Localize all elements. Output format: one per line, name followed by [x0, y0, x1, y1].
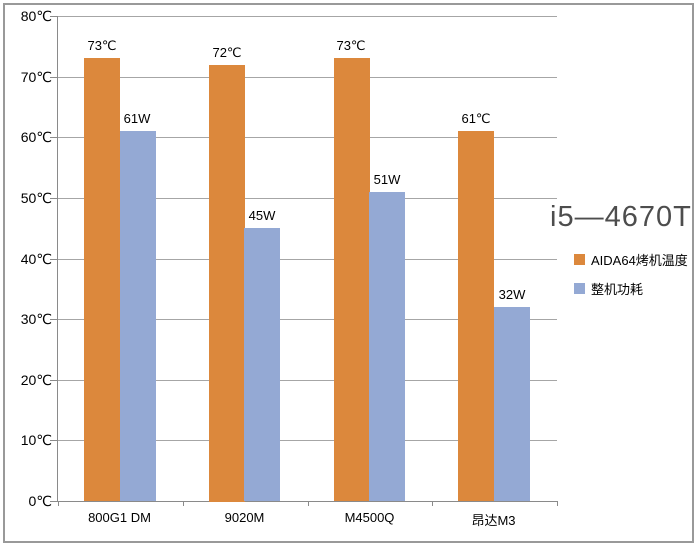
gridline-20 — [58, 380, 557, 381]
gridline-60 — [58, 137, 557, 138]
y-tick-70 — [50, 77, 58, 78]
legend-swatch-1 — [574, 283, 585, 294]
y-tick-label: 10℃ — [20, 432, 52, 448]
y-tick-label: 40℃ — [20, 251, 52, 267]
gridline-80 — [58, 16, 557, 17]
bar-series1-cat1 — [244, 228, 280, 501]
y-tick-label: 80℃ — [20, 8, 52, 24]
bar-value-label-series0-cat0: 73℃ — [87, 38, 117, 53]
bar-value-label-series1-cat2: 51W — [373, 172, 401, 187]
y-tick-label: 0℃ — [28, 493, 52, 509]
bar-series1-cat2 — [369, 192, 405, 501]
legend-item-1: 整机功耗 — [574, 279, 688, 298]
x-tick-1 — [183, 501, 184, 506]
bar-series0-cat2 — [334, 58, 370, 501]
y-tick-50 — [50, 198, 58, 199]
bar-series0-cat0 — [84, 58, 120, 501]
legend-swatch-0 — [574, 254, 585, 265]
bar-value-label-series0-cat3: 61℃ — [461, 111, 491, 126]
bar-series0-cat1 — [209, 65, 245, 502]
y-tick-40 — [50, 259, 58, 260]
gridline-50 — [58, 198, 557, 199]
y-tick-label: 20℃ — [20, 372, 52, 388]
x-tick-3 — [432, 501, 433, 506]
x-tick-0 — [58, 501, 59, 506]
y-tick-label: 70℃ — [20, 69, 52, 85]
category-label: M4500Q — [344, 510, 395, 525]
bar-series0-cat3 — [458, 131, 494, 501]
y-tick-label: 50℃ — [20, 190, 52, 206]
y-tick-20 — [50, 380, 58, 381]
bar-series1-cat3 — [494, 307, 530, 501]
legend-item-0: AIDA64烤机温度 — [574, 250, 688, 269]
plot-area: 73℃ 72℃ 73℃ 61℃ 61W 45W 51W 32W — [50, 16, 558, 506]
y-tick-label: 30℃ — [20, 311, 52, 327]
gridline-70 — [58, 77, 557, 78]
legend-label-1: 整机功耗 — [591, 282, 644, 297]
x-tick-2 — [308, 501, 309, 506]
gridline-40 — [58, 259, 557, 260]
bar-value-label-series1-cat3: 32W — [498, 287, 526, 302]
bar-value-label-series1-cat0: 61W — [123, 111, 151, 126]
category-label: 昂达M3 — [471, 513, 516, 528]
bar-value-label-series1-cat1: 45W — [248, 208, 276, 223]
y-tick-80 — [50, 16, 58, 17]
bar-series1-cat0 — [120, 131, 156, 501]
gridline-10 — [58, 440, 557, 441]
bar-value-label-series0-cat1: 72℃ — [212, 45, 242, 60]
category-label: 9020M — [224, 510, 265, 525]
bar-value-label-series0-cat2: 73℃ — [336, 38, 366, 53]
legend-label-0: AIDA64烤机温度 — [591, 253, 688, 268]
legend: AIDA64烤机温度 整机功耗 — [574, 250, 688, 308]
x-tick-4 — [557, 501, 558, 506]
y-tick-30 — [50, 319, 58, 320]
gridline-30 — [58, 319, 557, 320]
y-tick-60 — [50, 137, 58, 138]
y-tick-label: 60℃ — [20, 129, 52, 145]
chart-title: i5—4670T — [550, 201, 692, 233]
y-tick-0 — [50, 501, 58, 502]
y-tick-10 — [50, 440, 58, 441]
category-label: 800G1 DM — [88, 510, 151, 525]
